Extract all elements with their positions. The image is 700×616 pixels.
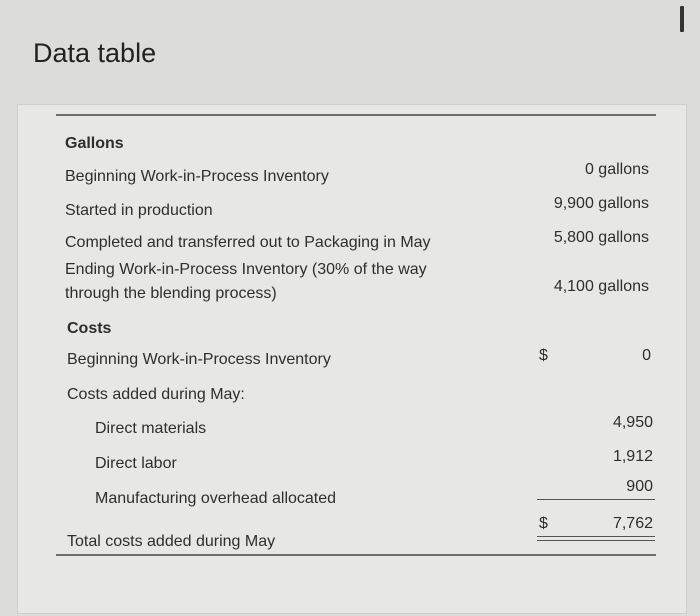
subtotal-underline: [537, 499, 655, 500]
gallons-row-started-label: Started in production: [65, 202, 213, 219]
dialog-title: Data table: [33, 38, 157, 68]
gallons-row-completed-label: Completed and transferred out to Packagi…: [65, 234, 431, 251]
costs-direct-materials-label: Direct materials: [95, 420, 207, 437]
gallons-heading: Gallons: [65, 135, 124, 152]
costs-total-label: Total costs added during May: [67, 533, 276, 550]
costs-beginning-label: Beginning Work-in-Process Inventory: [67, 351, 331, 368]
costs-direct-labor-label: Direct labor: [95, 455, 177, 472]
costs-direct-materials-value: 4,950: [612, 414, 653, 431]
costs-beginning-value: 0: [642, 347, 651, 364]
costs-direct-labor-value: 1,912: [612, 448, 653, 465]
costs-added-heading: Costs added during May:: [67, 386, 245, 403]
gallons-row-ending-label-line2: through the blending process): [65, 285, 277, 302]
costs-overhead-value: 900: [626, 478, 653, 495]
currency-symbol: $: [539, 347, 548, 364]
gallons-row-beginning-value: 0 gallons: [584, 161, 649, 178]
gallons-row-beginning-label: Beginning Work-in-Process Inventory: [65, 168, 329, 185]
total-double-underline-bottom: [537, 540, 655, 541]
close-icon[interactable]: [680, 6, 684, 32]
gallons-row-started-value: 9,900 gallons: [553, 195, 649, 212]
total-double-underline-top: [537, 536, 655, 537]
data-table-panel: [17, 104, 687, 614]
costs-heading: Costs: [67, 320, 112, 337]
costs-total-value: 7,762: [612, 515, 653, 532]
gallons-row-ending-value: 4,100 gallons: [553, 278, 649, 295]
costs-overhead-label: Manufacturing overhead allocated: [95, 490, 337, 507]
gallons-row-ending-label-line1: Ending Work-in-Process Inventory (30% of…: [65, 261, 427, 278]
gallons-row-completed-value: 5,800 gallons: [553, 229, 649, 246]
currency-symbol: $: [539, 515, 548, 532]
table-bottom-rule: [56, 554, 656, 556]
table-top-rule: [56, 114, 656, 116]
